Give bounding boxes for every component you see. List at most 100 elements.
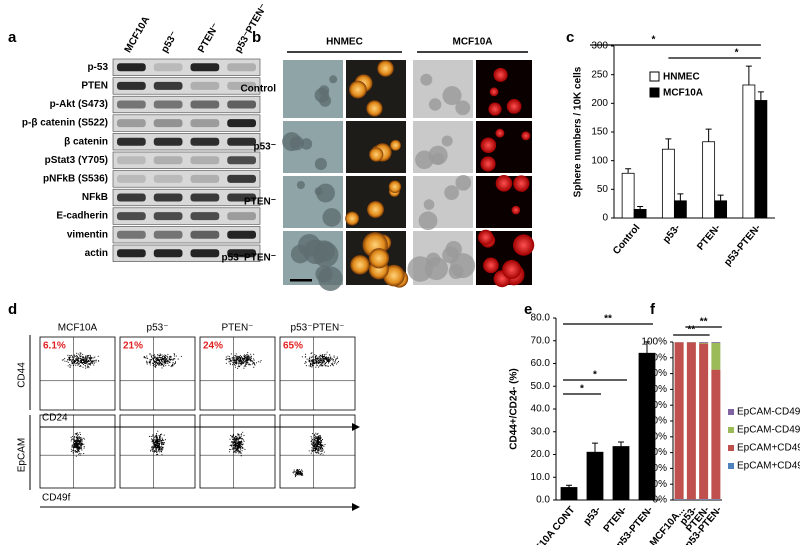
- event: [315, 445, 317, 447]
- event: [231, 364, 234, 366]
- event: [240, 363, 242, 365]
- event: [168, 360, 170, 362]
- event: [321, 362, 323, 364]
- significance-label: **: [604, 314, 612, 325]
- event: [229, 438, 231, 440]
- legend-swatch: [649, 87, 660, 98]
- event: [333, 358, 335, 361]
- event: [240, 455, 242, 457]
- event: [73, 354, 75, 356]
- event: [80, 437, 82, 439]
- event: [321, 363, 323, 365]
- event: [232, 447, 234, 449]
- event: [243, 367, 245, 369]
- event: [72, 363, 74, 365]
- event: [319, 442, 321, 444]
- event: [325, 356, 327, 358]
- sphere: [322, 208, 342, 227]
- event: [148, 362, 150, 364]
- event: [70, 450, 73, 452]
- event: [302, 470, 304, 472]
- event: [318, 439, 320, 441]
- blot-band: [227, 137, 256, 146]
- event: [301, 475, 303, 477]
- event: [86, 356, 88, 358]
- event: [323, 354, 326, 356]
- event: [160, 442, 162, 445]
- event: [232, 433, 234, 435]
- event: [313, 443, 315, 445]
- event: [322, 454, 324, 456]
- event: [252, 361, 254, 363]
- event: [315, 451, 317, 453]
- event: [88, 366, 90, 368]
- event: [326, 358, 329, 360]
- event: [156, 363, 158, 365]
- event: [160, 448, 162, 450]
- event: [229, 451, 231, 453]
- blot-band: [190, 100, 220, 109]
- event: [79, 355, 81, 357]
- event: [151, 362, 154, 364]
- event: [77, 439, 79, 442]
- event: [314, 359, 316, 361]
- sphere: [415, 150, 434, 170]
- event: [313, 444, 315, 446]
- sphere: [441, 135, 453, 147]
- event: [159, 353, 161, 355]
- event: [70, 436, 72, 438]
- event: [157, 359, 159, 361]
- event: [309, 365, 312, 367]
- event: [158, 362, 160, 364]
- event: [76, 451, 78, 453]
- event: [164, 356, 166, 358]
- event: [152, 435, 154, 437]
- event: [231, 357, 233, 359]
- event: [168, 357, 171, 359]
- event: [75, 440, 77, 442]
- event: [85, 360, 87, 362]
- sphere: [428, 98, 442, 111]
- event: [64, 360, 66, 362]
- event: [84, 362, 86, 365]
- event: [309, 356, 311, 358]
- event: [234, 440, 236, 442]
- event: [77, 437, 79, 439]
- lane-label: MCF10A: [123, 15, 153, 55]
- event: [318, 356, 321, 358]
- event: [244, 448, 246, 451]
- event: [87, 361, 89, 363]
- event: [242, 431, 244, 433]
- blot-strip: [112, 133, 261, 151]
- event: [88, 359, 90, 361]
- event: [230, 444, 232, 446]
- bar: [612, 446, 630, 501]
- event: [158, 359, 160, 362]
- event: [153, 442, 155, 444]
- blot-band: [190, 249, 220, 258]
- event: [79, 360, 81, 362]
- event: [314, 445, 316, 447]
- event: [158, 438, 160, 440]
- event: [233, 441, 235, 443]
- event: [237, 356, 239, 358]
- event: [240, 442, 242, 444]
- event: [79, 361, 81, 364]
- event: [241, 355, 243, 358]
- event: [314, 447, 316, 450]
- event: [237, 355, 239, 357]
- event: [155, 437, 157, 439]
- event: [327, 360, 329, 362]
- legend-swatch: [649, 71, 660, 82]
- event: [241, 441, 243, 443]
- event: [159, 448, 161, 450]
- event: [235, 441, 237, 443]
- event: [73, 357, 75, 359]
- event: [313, 441, 315, 444]
- event: [72, 361, 74, 363]
- event: [152, 439, 154, 441]
- event: [249, 358, 252, 360]
- error-bar: [717, 194, 724, 201]
- event: [232, 443, 234, 445]
- event: [177, 358, 179, 360]
